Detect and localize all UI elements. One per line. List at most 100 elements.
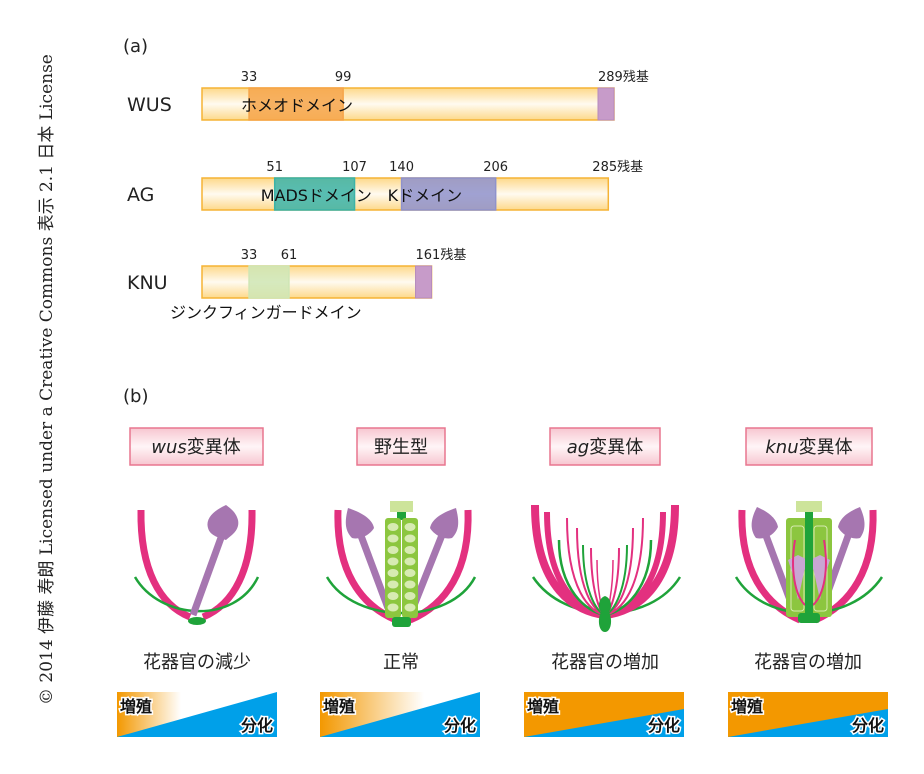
receptacle [598,596,612,632]
svg-text:増殖: 増殖 [120,697,152,716]
length-label: 289残基 [598,70,649,85]
domain-name: ホメオドメイン [241,96,353,115]
ovule [404,546,416,554]
domain [248,87,344,121]
c-terminal-region [597,87,615,121]
panel-b-label: (b) [123,386,148,407]
ovule [387,534,399,543]
svg-text:増殖: 増殖 [731,697,763,716]
inner-petal [792,539,806,606]
flower-ag [531,504,682,632]
protein-name: WUS [127,94,172,116]
balance-bar-wus: 増殖 分化 [117,692,277,737]
domain-end: 206 [483,160,508,175]
c-terminal-region [415,265,433,299]
stamen [409,523,450,610]
stamen [189,533,226,617]
ovule [404,569,416,577]
domain [248,265,290,299]
ovule [387,557,399,566]
domain [400,177,497,211]
domain-start: 33 [241,248,258,263]
ovule [404,534,416,543]
svg-text:野生型: 野生型 [374,437,428,458]
ovule [404,603,416,612]
ovule [387,546,399,554]
protein-name: AG [127,184,154,206]
ovule [387,569,399,577]
domain [273,177,356,211]
petal [137,509,192,621]
receptacle [798,613,820,623]
genotype-label-wildtype: 野生型 [356,427,446,466]
copyright-text: © 2014 伊藤 寿朗 Licensed under a Creative C… [37,54,57,705]
stamen [353,523,392,610]
svg-text:増殖: 増殖 [323,697,355,716]
genotype-label-wus: wus変異体 [129,427,264,466]
carpel [385,518,401,618]
svg-text:分化: 分化 [852,716,884,735]
ovule [404,580,416,589]
ovule [387,592,399,600]
balance-bar-ag: 増殖 分化 [524,692,684,737]
genotype-label-knu: knu変異体 [745,427,873,466]
carpel [402,518,418,618]
balance-bar-knu: 増殖 分化 [728,692,888,737]
domain-name: MADSドメイン [261,186,372,205]
svg-text:分化: 分化 [648,716,680,735]
domain-name: Kドメイン [388,186,463,205]
flower-wus [133,505,260,625]
protein-knu: KNU 161残基 33 61 ジンクフィンガードメイン [127,248,466,322]
length-label: 285残基 [592,160,643,175]
ovule [387,603,399,612]
caption-wus: 花器官の減少 [143,652,251,673]
ovule [387,523,399,531]
ovule [387,580,399,589]
petal [408,509,472,624]
domain-end: 107 [342,160,367,175]
protein-ag: AG 285残基 51 107 MADSドメイン 140 206 Kドメイン [127,160,643,211]
svg-text:knu変異体: knu変異体 [765,437,852,458]
anther [430,508,459,539]
flower-knu [734,501,884,624]
genotype-label-ag: ag変異体 [549,427,661,466]
balance-bar-wildtype: 増殖 分化 [320,692,480,737]
anther [751,507,778,539]
protein-bar [201,265,433,299]
domain-start: 33 [241,70,258,85]
domain-end: 99 [335,70,352,85]
domain-start: 140 [389,160,414,175]
inner-petal [812,539,827,606]
svg-text:分化: 分化 [444,716,476,735]
protein-name: KNU [127,272,168,294]
ovule [404,523,416,531]
caption-knu: 花器官の増加 [754,652,862,673]
svg-text:ag変異体: ag変異体 [567,437,643,458]
protein-diagrams: WUS 289残基 33 99 ホメオドメイン AG 285残基 51 107 MADSドメイン 1… [127,70,649,322]
ovule [404,557,416,566]
stigma [796,501,822,512]
caption-wildtype: 正常 [383,652,419,673]
protein-wus: WUS 289残基 33 99 ホメオドメイン [127,70,649,121]
anther [838,507,865,539]
svg-text:増殖: 増殖 [527,697,559,716]
stigma [390,501,413,512]
length-label: 161残基 [416,248,467,263]
petal [201,509,256,621]
svg-text:wus変異体: wus変異体 [151,437,241,458]
flower-wildtype [325,501,477,627]
caption-ag: 花器官の増加 [551,652,659,673]
receptacle [188,617,206,625]
domain-name: ジンクフィンガードメイン [170,303,362,322]
stamen [758,523,794,602]
ovules [387,523,416,612]
domain-start: 51 [266,160,283,175]
receptacle [392,617,411,627]
ovule [404,592,416,600]
domain-end: 61 [281,248,298,263]
svg-text:分化: 分化 [241,716,273,735]
panel-a-label: (a) [123,36,148,57]
anther [345,508,374,539]
petal [334,509,398,624]
